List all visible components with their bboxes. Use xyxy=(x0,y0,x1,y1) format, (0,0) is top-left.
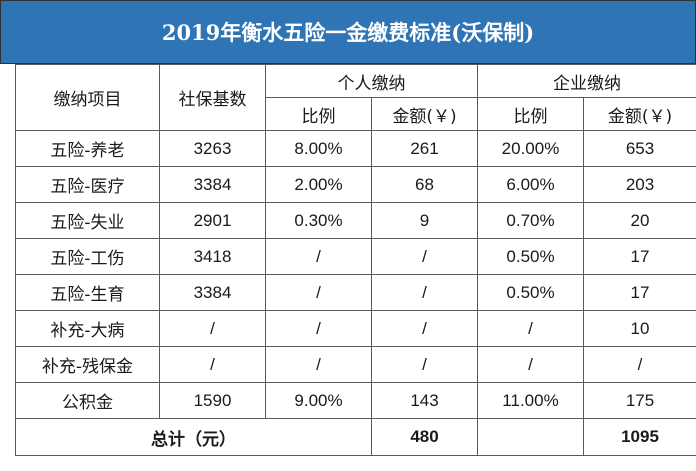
contribution-table: 缴纳项目 社保基数 个人缴纳 企业缴纳 比例 金额(￥) 比例 金额(￥) 五险… xyxy=(15,64,696,456)
table-row: 五险-养老 3263 8.00% 261 20.00% 653 xyxy=(15,130,696,167)
cell-personal-ratio: / xyxy=(265,346,372,383)
cell-company-amount: 175 xyxy=(583,382,696,419)
cell-personal-ratio: / xyxy=(265,310,372,347)
cell-personal-ratio: 8.00% xyxy=(265,130,372,167)
cell-personal-ratio: / xyxy=(265,274,372,311)
table-row: 公积金 1590 9.00% 143 11.00% 175 xyxy=(15,382,696,419)
cell-item: 补充-大病 xyxy=(15,310,160,347)
cell-company-amount: 203 xyxy=(583,166,696,203)
cell-personal-amount: 261 xyxy=(371,130,478,167)
cell-item: 五险-养老 xyxy=(15,130,160,167)
header-personal: 个人缴纳 xyxy=(265,64,478,98)
cell-base: 3263 xyxy=(159,130,266,167)
cell-base: 3384 xyxy=(159,166,266,203)
cell-item: 补充-残保金 xyxy=(15,346,160,383)
cell-base: 3418 xyxy=(159,238,266,275)
total-company-ratio-empty xyxy=(477,418,584,456)
cell-company-amount: 653 xyxy=(583,130,696,167)
cell-item: 公积金 xyxy=(15,382,160,419)
cell-base: / xyxy=(159,346,266,383)
cell-personal-amount: / xyxy=(371,238,478,275)
cell-personal-amount: 9 xyxy=(371,202,478,239)
cell-company-ratio: / xyxy=(477,310,584,347)
cell-personal-ratio: / xyxy=(265,238,372,275)
header-company: 企业缴纳 xyxy=(477,64,696,98)
total-company-amount: 1095 xyxy=(583,418,696,456)
header-row-1: 缴纳项目 社保基数 个人缴纳 企业缴纳 xyxy=(15,64,696,131)
header-company-ratio: 比例 xyxy=(477,97,584,131)
cell-company-ratio: / xyxy=(477,346,584,383)
table-row: 补充-大病 / / / / 10 xyxy=(15,310,696,347)
cell-item: 五险-生育 xyxy=(15,274,160,311)
cell-company-ratio: 0.70% xyxy=(477,202,584,239)
cell-base: / xyxy=(159,310,266,347)
cell-base: 2901 xyxy=(159,202,266,239)
cell-personal-ratio: 0.30% xyxy=(265,202,372,239)
table-row: 五险-工伤 3418 / / 0.50% 17 xyxy=(15,238,696,275)
table-row: 补充-残保金 / / / / / xyxy=(15,346,696,383)
total-row: 总计（元） 480 1095 xyxy=(15,418,696,456)
cell-company-amount: / xyxy=(583,346,696,383)
table-row: 五险-生育 3384 / / 0.50% 17 xyxy=(15,274,696,311)
header-company-amount: 金额(￥) xyxy=(583,97,696,131)
header-personal-amount: 金额(￥) xyxy=(371,97,478,131)
cell-company-ratio: 20.00% xyxy=(477,130,584,167)
cell-personal-amount: 143 xyxy=(371,382,478,419)
header-item: 缴纳项目 xyxy=(15,64,160,131)
cell-personal-amount: / xyxy=(371,274,478,311)
table-row: 五险-医疗 3384 2.00% 68 6.00% 203 xyxy=(15,166,696,203)
cell-personal-ratio: 2.00% xyxy=(265,166,372,203)
cell-company-ratio: 11.00% xyxy=(477,382,584,419)
cell-base: 1590 xyxy=(159,382,266,419)
cell-personal-amount: 68 xyxy=(371,166,478,203)
cell-company-ratio: 0.50% xyxy=(477,274,584,311)
header-personal-ratio: 比例 xyxy=(265,97,372,131)
header-base: 社保基数 xyxy=(159,64,266,131)
cell-item: 五险-医疗 xyxy=(15,166,160,203)
cell-personal-amount: / xyxy=(371,310,478,347)
cell-personal-amount: / xyxy=(371,346,478,383)
cell-personal-ratio: 9.00% xyxy=(265,382,372,419)
cell-company-ratio: 6.00% xyxy=(477,166,584,203)
cell-item: 五险-失业 xyxy=(15,202,160,239)
table-title: 2019年衡水五险一金缴费标准(沃保制) xyxy=(0,0,696,64)
left-margin xyxy=(0,64,15,471)
cell-company-amount: 17 xyxy=(583,238,696,275)
cell-company-amount: 10 xyxy=(583,310,696,347)
cell-item: 五险-工伤 xyxy=(15,238,160,275)
total-label: 总计（元） xyxy=(15,418,372,456)
cell-base: 3384 xyxy=(159,274,266,311)
cell-company-amount: 17 xyxy=(583,274,696,311)
cell-company-amount: 20 xyxy=(583,202,696,239)
header-row-2: 比例 金额(￥) 比例 金额(￥) xyxy=(16,97,696,131)
cell-company-ratio: 0.50% xyxy=(477,238,584,275)
total-personal-amount: 480 xyxy=(371,418,478,456)
table-row: 五险-失业 2901 0.30% 9 0.70% 20 xyxy=(15,202,696,239)
